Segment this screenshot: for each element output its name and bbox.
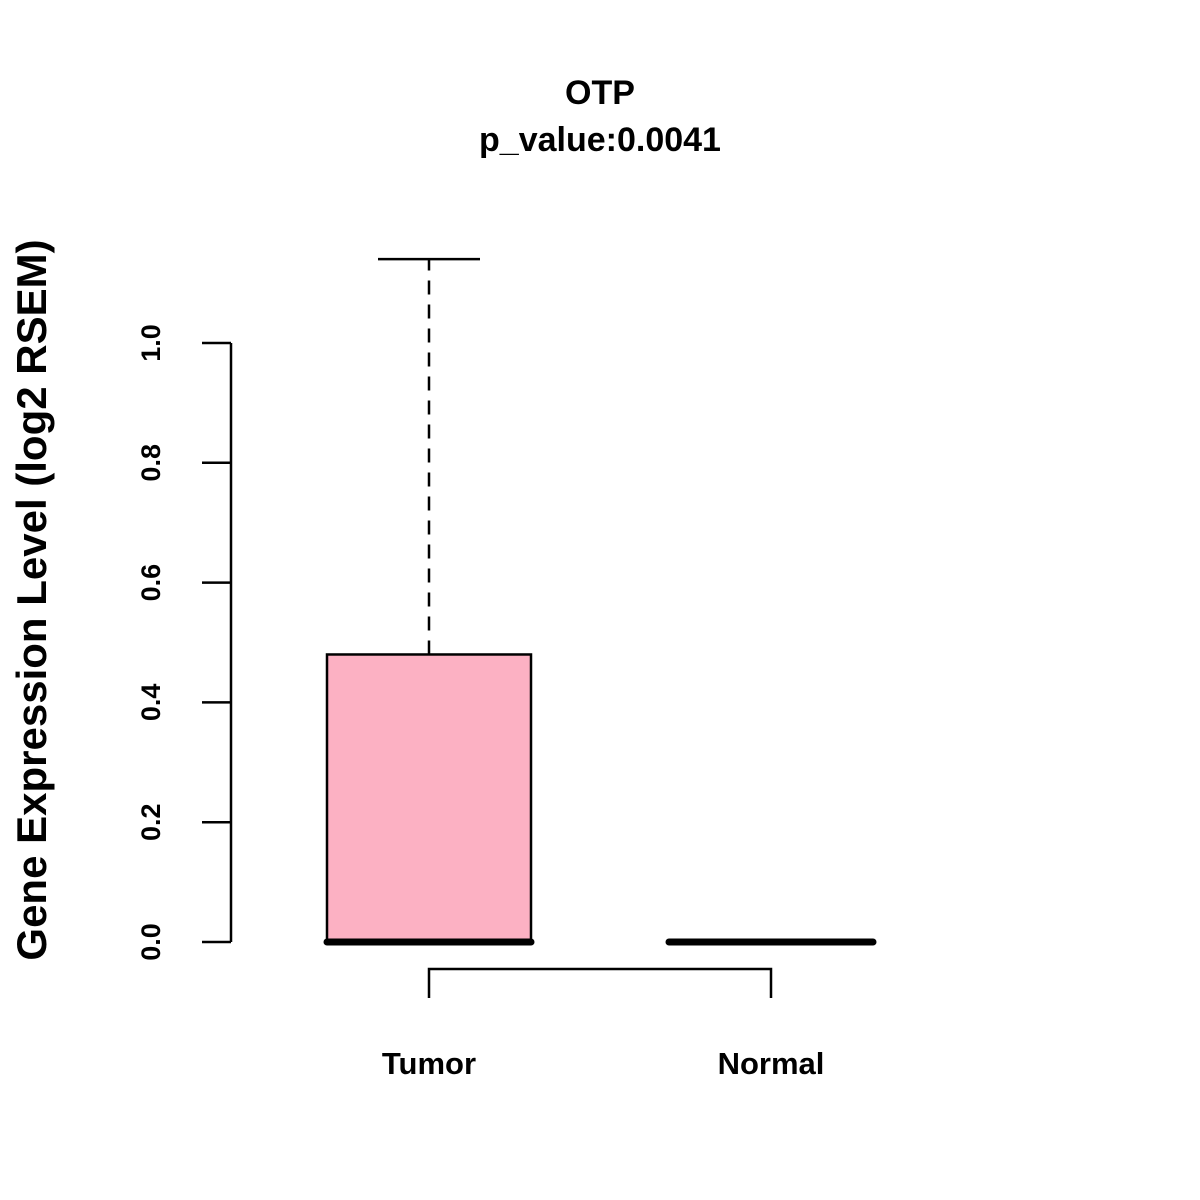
y-tick-label: 0.0 xyxy=(136,923,166,961)
chart-title: OTP xyxy=(565,74,635,112)
y-tick-label: 0.2 xyxy=(136,803,166,841)
x-axis-labels: Tumor Normal xyxy=(382,1046,824,1081)
y-tick-label: 0.8 xyxy=(136,444,166,482)
x-tick-label: Tumor xyxy=(382,1046,476,1081)
box-iqr xyxy=(325,653,533,944)
boxes xyxy=(323,257,877,998)
y-axis-label: Gene Expression Level (log2 RSEM) xyxy=(8,239,55,960)
box-tumor xyxy=(323,257,535,946)
y-tick-label: 0.6 xyxy=(136,564,166,602)
y-tick-label: 1.0 xyxy=(136,324,166,362)
y-axis: 0.0 0.2 0.4 0.6 0.8 1.0 xyxy=(136,324,233,961)
chart-subtitle: p_value:0.0041 xyxy=(479,121,721,159)
comparison-bracket xyxy=(427,967,773,998)
y-tick-label: 0.4 xyxy=(136,684,166,722)
x-tick-label: Normal xyxy=(718,1046,825,1081)
